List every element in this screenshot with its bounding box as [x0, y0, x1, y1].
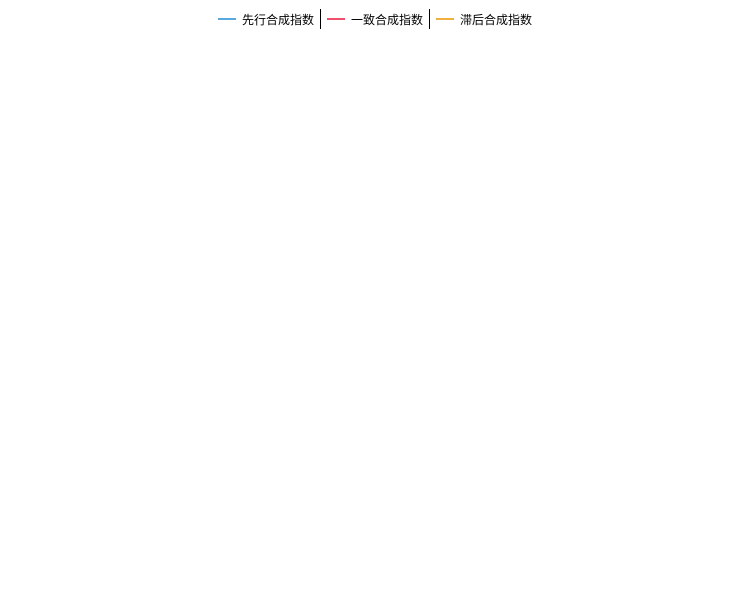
x-tick-label: 201801	[583, 539, 596, 581]
y-tick-label: 104	[16, 228, 39, 242]
x-tick-label: 201805	[599, 539, 612, 581]
y-tick-label: 120	[16, 82, 39, 96]
x-tick-label: 201409	[421, 539, 434, 581]
y-tick-label: 86	[24, 391, 39, 405]
x-tick-label: 201009	[226, 539, 239, 581]
x-tick-label: 200809	[128, 539, 141, 581]
series-lines	[52, 59, 741, 516]
x-tick-label: 201101	[242, 539, 255, 581]
legend-swatch	[436, 18, 454, 20]
y-tick-label: 78	[24, 464, 39, 478]
x-tick-label: 201809	[615, 539, 628, 581]
x-tick-label: 202101	[729, 539, 742, 581]
y-tick-label: 74	[24, 500, 39, 514]
x-tick-label: 201005	[209, 539, 222, 581]
x-tick-label: 201309	[372, 539, 385, 581]
x-tick-label: 201901	[632, 539, 645, 581]
x-tick-label: 200801	[96, 539, 109, 581]
y-tick-label: 108	[16, 191, 39, 205]
y-tick-label: 122	[16, 64, 39, 78]
y-tick-label: 112	[16, 155, 39, 169]
x-tick-label: 201601	[485, 539, 498, 581]
legend-divider	[429, 9, 430, 29]
y-tick-label: 98	[24, 282, 39, 296]
y-tick-label: 106	[16, 209, 39, 223]
y-tick-label: 96	[24, 300, 39, 314]
x-tick-label: 201305	[356, 539, 369, 581]
x-tick-label: 201405	[404, 539, 417, 581]
y-tick-label: 80	[24, 445, 39, 459]
y-tick-label: 110	[16, 173, 39, 187]
y-tick-label: 102	[16, 246, 39, 260]
x-tick-label: 201709	[567, 539, 580, 581]
x-tick-label: 200705	[63, 539, 76, 581]
x-tick-label: 200909	[177, 539, 190, 581]
x-tick-label: 200701	[47, 539, 60, 581]
x-tick-label: 201701	[534, 539, 547, 581]
x-tick-label: 201209	[323, 539, 336, 581]
x-tick-label: 200709	[79, 539, 92, 581]
y-tick-label: 114	[16, 137, 39, 151]
y-tick-label: 90	[24, 355, 39, 369]
legend: 先行合成指数 一致合成指数 滞后合成指数	[0, 8, 750, 30]
y-tick-label: 82	[24, 427, 39, 441]
x-tick-label: 201505	[453, 539, 466, 581]
legend-item-coincident[interactable]: 一致合成指数	[321, 8, 429, 30]
x-tick-label: 201905	[648, 539, 661, 581]
legend-label: 一致合成指数	[350, 12, 423, 27]
series-line-2	[52, 59, 741, 319]
x-tick-label: 200805	[112, 539, 125, 581]
y-tick-label: 72	[24, 518, 39, 532]
series-line-1	[52, 175, 741, 516]
legend-swatch	[326, 18, 345, 20]
x-tick-label: 201205	[307, 539, 320, 581]
grid	[45, 52, 742, 526]
y-tick-label: 84	[24, 409, 39, 423]
x-tick-label: 201109	[274, 539, 287, 581]
y-tick-label: 94	[24, 318, 39, 332]
x-tick-label: 202009	[713, 539, 726, 581]
legend-item-leading[interactable]: 先行合成指数	[212, 8, 320, 30]
y-tick-label: 76	[24, 482, 39, 496]
x-tick-label: 201605	[502, 539, 515, 581]
legend-swatch	[217, 18, 236, 20]
x-tick-label: 201609	[518, 539, 531, 581]
y-tick-label: 92	[24, 336, 39, 350]
x-axis: 200701 200705 200709 200801 200805 200809 2009…	[45, 527, 742, 581]
y-axis: 72 74 76 78 80 82 84 86 88 90 92 94 96 98 100 102 104 106…	[16, 46, 46, 532]
x-tick-label: 202001	[680, 539, 693, 581]
x-tick-label: 202005	[697, 539, 710, 581]
x-tick-label: 201105	[258, 539, 271, 581]
legend-divider	[319, 9, 321, 29]
y-tick-label: 124	[16, 46, 39, 60]
y-tick-label: 118	[16, 100, 39, 114]
legend-label: 滞后合成指数	[460, 12, 533, 27]
x-tick-label: 201909	[664, 539, 677, 581]
legend-item-lagging[interactable]: 滞后合成指数	[430, 8, 538, 30]
x-tick-label: 201201	[291, 539, 304, 581]
y-tick-label: 88	[24, 373, 39, 387]
x-tick-label: 200905	[161, 539, 174, 581]
x-tick-label: 201401	[388, 539, 401, 581]
y-tick-label: 100	[16, 264, 39, 278]
x-tick-label: 201001	[193, 539, 206, 581]
x-tick-label: 201509	[469, 539, 482, 581]
x-tick-label: 201501	[437, 539, 450, 581]
x-tick-label: 200901	[144, 539, 157, 581]
series-line-0	[52, 214, 741, 504]
x-tick-label: 201301	[339, 539, 352, 581]
y-tick-label: 116	[16, 119, 39, 133]
x-tick-label: 201705	[550, 539, 563, 581]
legend-label: 先行合成指数	[241, 12, 314, 27]
